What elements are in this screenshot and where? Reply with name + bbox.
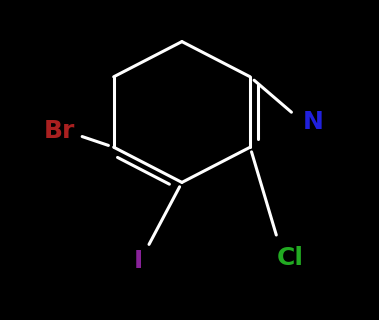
Text: I: I: [134, 249, 143, 273]
Text: Br: Br: [44, 119, 75, 143]
Text: N: N: [303, 109, 324, 134]
Text: Cl: Cl: [277, 246, 304, 269]
